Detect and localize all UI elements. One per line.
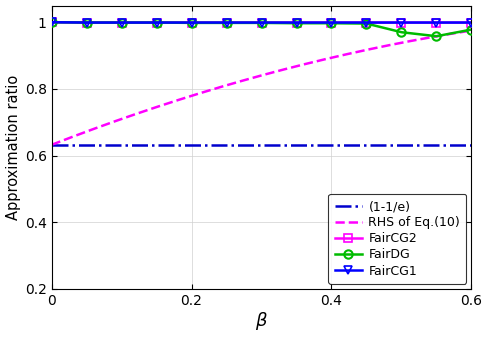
FairCG1 (399, 21, 405, 25)
FairCG2 (364, 21, 369, 25)
FairCG2 (294, 21, 300, 25)
FairCG1 (83, 21, 89, 25)
FairCG1 (328, 21, 334, 25)
FairDG (433, 34, 439, 38)
FairDG (399, 30, 405, 34)
FairCG2 (154, 21, 160, 25)
FairCG2 (188, 21, 194, 25)
FairCG1 (188, 21, 194, 25)
RHS of Eq.(10) (161, 103, 166, 107)
FairDG (119, 21, 124, 25)
Y-axis label: Approximation ratio: Approximation ratio (5, 75, 20, 220)
FairCG1 (119, 21, 124, 25)
RHS of Eq.(10) (468, 28, 474, 32)
Line: FairCG2: FairCG2 (48, 18, 475, 26)
FairCG2 (399, 21, 405, 25)
FairCG2 (83, 21, 89, 25)
Line: RHS of Eq.(10): RHS of Eq.(10) (52, 30, 471, 145)
FairDG (294, 21, 300, 25)
RHS of Eq.(10) (127, 114, 133, 118)
FairCG1 (259, 21, 264, 25)
FairCG2 (468, 21, 474, 25)
RHS of Eq.(10) (65, 136, 71, 140)
Line: FairCG1: FairCG1 (47, 18, 476, 27)
RHS of Eq.(10) (433, 34, 439, 39)
FairDG (328, 21, 334, 25)
FairCG2 (328, 21, 334, 25)
FairDG (83, 21, 89, 25)
FairCG1 (294, 21, 300, 25)
FairCG1 (49, 20, 55, 24)
FairDG (364, 22, 369, 26)
FairCG1 (364, 21, 369, 25)
FairDG (188, 21, 194, 25)
X-axis label: $\beta$: $\beta$ (255, 310, 268, 333)
FairCG1 (154, 21, 160, 25)
FairDG (154, 21, 160, 25)
FairCG2 (49, 20, 55, 24)
FairCG2 (224, 21, 229, 25)
FairCG2 (259, 21, 264, 25)
Legend: (1-1/e), RHS of Eq.(10), FairCG2, FairDG, FairCG1: (1-1/e), RHS of Eq.(10), FairCG2, FairDG… (328, 194, 467, 284)
Line: FairDG: FairDG (47, 18, 476, 40)
FairDG (49, 20, 55, 24)
FairCG1 (224, 21, 229, 25)
FairCG2 (119, 21, 124, 25)
FairCG1 (433, 21, 439, 25)
RHS of Eq.(10) (74, 133, 80, 137)
FairDG (224, 21, 229, 25)
RHS of Eq.(10) (49, 143, 55, 147)
FairCG2 (433, 21, 439, 25)
FairCG1 (468, 21, 474, 25)
FairDG (468, 27, 474, 31)
FairDG (259, 21, 264, 25)
RHS of Eq.(10) (447, 32, 453, 36)
